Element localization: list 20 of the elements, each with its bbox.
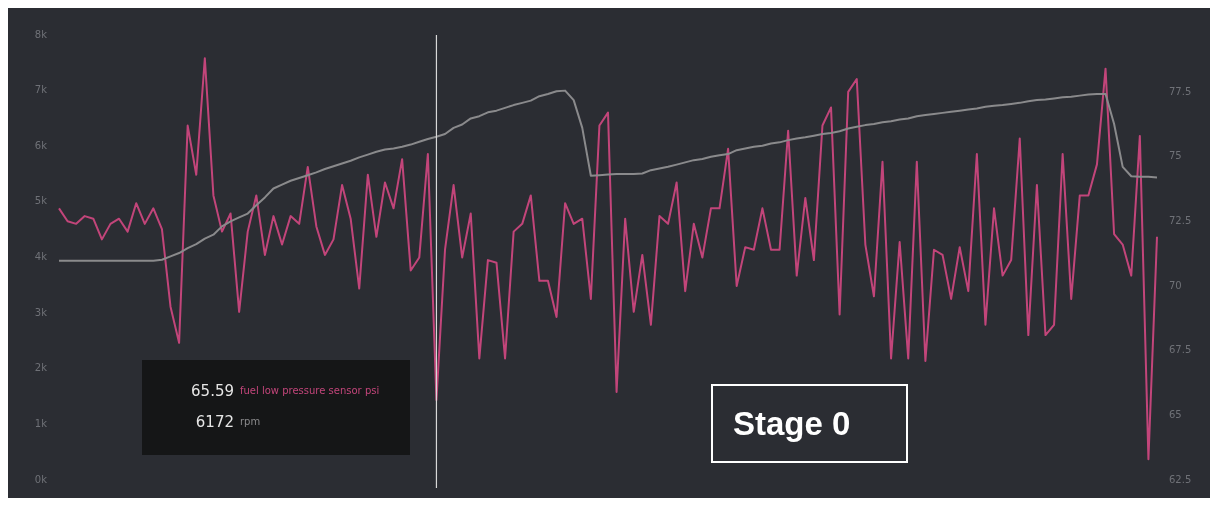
annotation: 65.59: [191, 382, 234, 400]
tooltip-panel: 65.59 fuel low pressure sensor psi 6172 rpm: [142, 360, 410, 455]
y-tick-label: 0k: [34, 473, 48, 485]
y2-tick-label: 67.5: [1169, 344, 1192, 356]
y-tick-label: 1k: [34, 417, 48, 429]
y-tick-label: 2k: [34, 362, 48, 374]
y2-tick-label: 65: [1169, 408, 1182, 420]
annotation: Stage 0: [711, 384, 908, 463]
y-tick-label: 6k: [34, 139, 48, 151]
y-tick-label: 7k: [34, 84, 48, 96]
y-tick-label: 8k: [34, 28, 48, 40]
y2-tick-label: 62.5: [1169, 473, 1192, 485]
y2-tick-label: 77.5: [1169, 85, 1192, 97]
y-tick-label: 5k: [34, 195, 48, 207]
y2-tick-label: 70: [1169, 279, 1182, 291]
y2-tick-label: 75: [1169, 150, 1182, 162]
y-tick-label: 4k: [34, 251, 48, 263]
annotation: 6172: [195, 413, 234, 431]
y2-tick-label: 72.5: [1169, 214, 1192, 226]
y-tick-label: 3k: [34, 306, 48, 318]
